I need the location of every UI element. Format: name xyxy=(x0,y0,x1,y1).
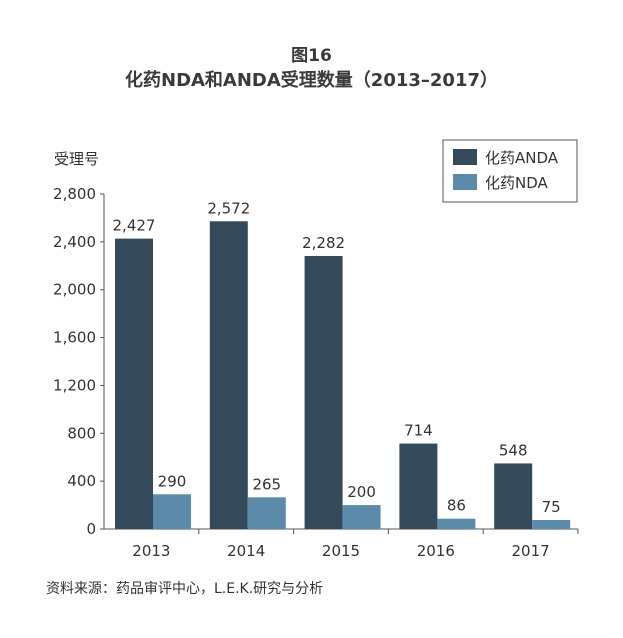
x-tick-label: 2014 xyxy=(227,542,265,560)
bar-anda xyxy=(304,255,343,529)
y-tick-label: 2,400 xyxy=(53,233,96,251)
data-label: 200 xyxy=(347,483,376,501)
x-tick-label: 2015 xyxy=(322,542,360,560)
bar-anda xyxy=(209,221,248,529)
legend-swatch xyxy=(453,174,477,190)
legend-box xyxy=(442,139,578,203)
x-tick-label: 2017 xyxy=(512,542,550,560)
bar-nda xyxy=(153,494,191,529)
data-label: 714 xyxy=(404,422,433,440)
bar-nda xyxy=(532,520,571,529)
y-tick-label: 1,200 xyxy=(53,376,96,394)
data-label: 2,427 xyxy=(113,217,156,235)
bar-nda xyxy=(437,518,476,529)
data-label: 86 xyxy=(447,497,466,515)
figure-number: 图16 xyxy=(291,46,332,66)
y-tick-label: 800 xyxy=(67,424,96,442)
data-label: 548 xyxy=(499,441,528,459)
bar-anda xyxy=(399,443,438,529)
x-tick-label: 2013 xyxy=(132,542,170,560)
bar-anda xyxy=(494,463,533,529)
chart-title: 化药NDA和ANDA受理数量（2013–2017） xyxy=(125,70,498,91)
title-block: 图16 化药NDA和ANDA受理数量（2013–2017） xyxy=(0,44,623,94)
data-label: 75 xyxy=(542,498,561,516)
bar-anda xyxy=(115,238,153,530)
data-label: 2,572 xyxy=(207,199,250,217)
y-tick-label: 0 xyxy=(86,520,96,538)
bar-nda xyxy=(342,505,381,529)
legend-label: 化药ANDA xyxy=(485,149,559,167)
data-label: 2,282 xyxy=(302,234,345,252)
y-tick-label: 400 xyxy=(67,472,96,490)
y-tick-label: 1,600 xyxy=(53,329,96,347)
y-tick-label: 2,000 xyxy=(53,281,96,299)
data-label: 265 xyxy=(252,475,281,493)
y-tick-label: 2,800 xyxy=(53,185,96,203)
y-axis-label: 受理号 xyxy=(54,150,99,168)
data-label: 290 xyxy=(158,472,187,490)
legend-label: 化药NDA xyxy=(485,174,549,192)
legend-swatch xyxy=(453,149,477,165)
source-note: 资料来源：药品审评中心，L.E.K.研究与分析 xyxy=(46,581,324,597)
x-tick-label: 2016 xyxy=(417,542,455,560)
bar-nda xyxy=(247,497,286,529)
